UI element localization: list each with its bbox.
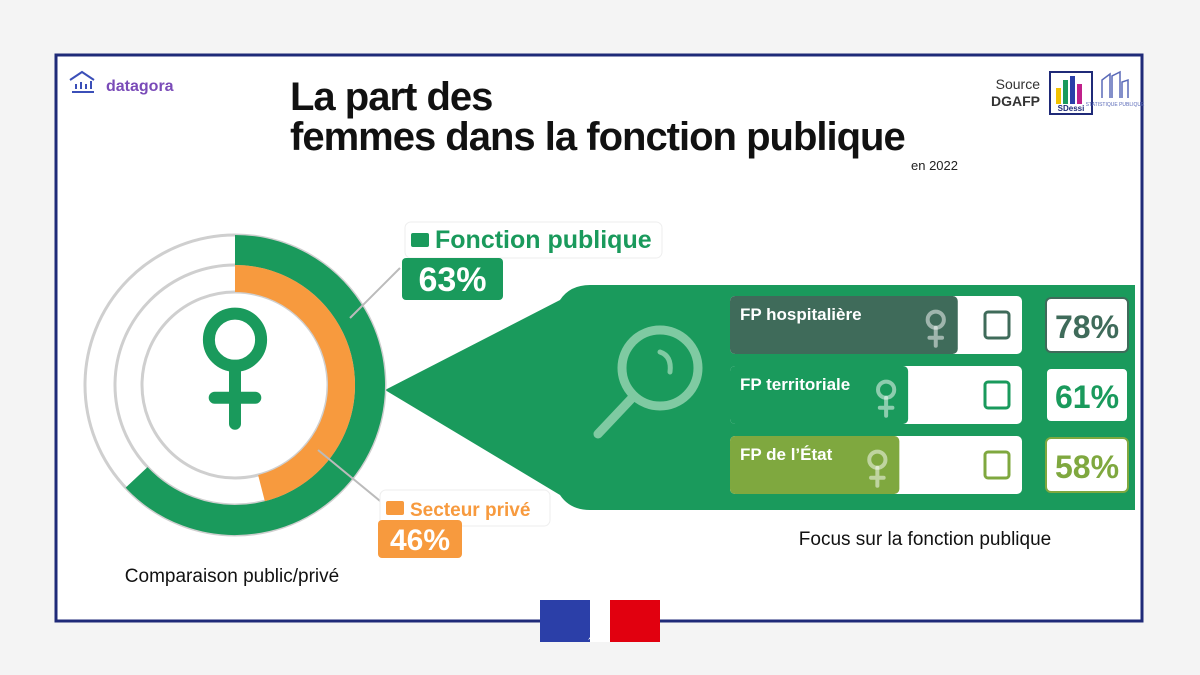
value-box <box>378 520 462 558</box>
value-label: 63% <box>418 261 486 299</box>
caption: Comparaison public/privé <box>125 566 339 587</box>
bar <box>730 296 958 354</box>
value-label: 61% <box>1055 379 1119 415</box>
legend-icon <box>411 233 429 247</box>
donut-arc <box>234 265 355 502</box>
icon <box>983 450 1011 480</box>
category-label: FP territoriale <box>740 375 850 394</box>
female-symbol <box>208 359 262 430</box>
sdessi-logo: SDessi <box>1049 71 1093 115</box>
legend-pill <box>404 221 663 259</box>
value-box <box>1045 297 1129 353</box>
title-line: femmes dans la fonction publique <box>290 115 905 159</box>
legend-label: Secteur privé <box>410 500 530 521</box>
subtitle: en 2022 <box>911 158 958 173</box>
leader-line <box>349 267 401 319</box>
brand-icon <box>69 70 95 93</box>
source-name: DGAFP <box>991 93 1040 109</box>
legend-icon <box>386 501 404 515</box>
category-label: FP hospitalière <box>740 305 862 324</box>
magnifier-icon <box>593 325 703 439</box>
value-box <box>402 258 503 300</box>
value-label: 46% <box>390 524 450 557</box>
leader-line <box>317 449 386 506</box>
source-label: Source <box>996 76 1041 92</box>
female-symbol <box>869 465 886 488</box>
value-box <box>1045 367 1129 423</box>
logo-text: STATISTIQUE PUBLIQUE <box>1086 102 1145 108</box>
value-label: 58% <box>1055 449 1119 485</box>
caption: Focus sur la fonction publique <box>799 529 1051 550</box>
title-line: La part des <box>290 75 492 119</box>
france-flag-logo <box>540 600 660 642</box>
value-box <box>1045 437 1129 493</box>
value-label: 78% <box>1055 309 1119 345</box>
bar <box>730 366 909 424</box>
legend-label: Fonction publique <box>435 226 652 254</box>
female-symbol <box>877 395 895 418</box>
brand: datagora <box>106 78 174 95</box>
stat-logo: STATISTIQUE PUBLIQUE <box>1086 70 1145 108</box>
female-symbol <box>927 325 945 348</box>
bar <box>730 436 900 494</box>
legend-pill <box>379 489 551 527</box>
logo-text: SDessi <box>1058 104 1085 113</box>
category-label: FP de l’État <box>740 445 833 464</box>
icon <box>983 380 1011 410</box>
donut-arc <box>125 235 385 535</box>
icon <box>983 310 1011 340</box>
